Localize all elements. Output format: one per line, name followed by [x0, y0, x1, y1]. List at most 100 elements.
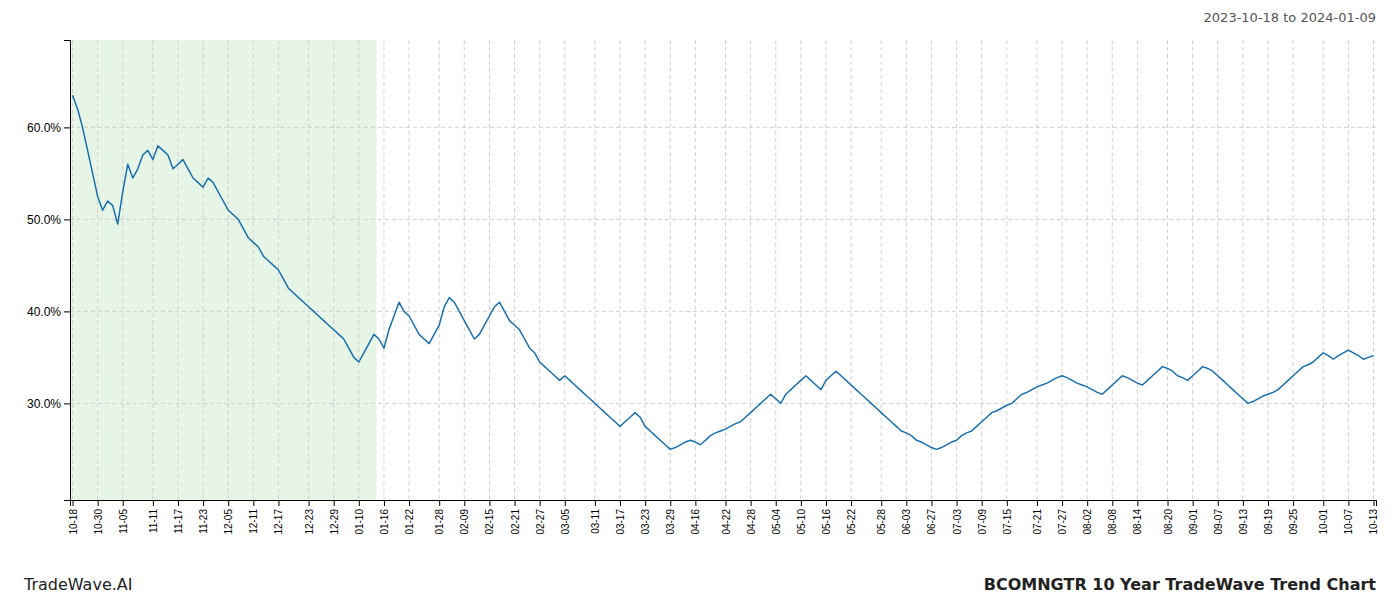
grid-line-x: [695, 40, 696, 500]
x-tick-mark: [645, 500, 646, 506]
grid-line-x: [750, 40, 751, 500]
x-tick-mark: [881, 500, 882, 506]
grid-line-y: [70, 403, 1376, 404]
x-tick-label: 05-16: [821, 509, 832, 535]
x-tick: 03-23: [640, 500, 651, 535]
x-tick: 05-16: [821, 500, 832, 535]
x-tick: 09-19: [1263, 500, 1274, 535]
x-tick: 11-11: [148, 500, 159, 533]
grid-line-x: [1062, 40, 1063, 500]
x-tick: 10-07: [1343, 500, 1354, 535]
x-tick-label: 01-16: [379, 509, 390, 535]
x-tick: 07-27: [1057, 500, 1068, 535]
grid-line-x: [177, 40, 178, 500]
grid-line-x: [1137, 40, 1138, 500]
grid-line-x: [775, 40, 776, 500]
grid-line-x: [253, 40, 254, 500]
x-tick-mark: [359, 500, 360, 506]
x-tick-mark: [98, 500, 99, 506]
x-tick-mark: [1293, 500, 1294, 506]
grid-line-x: [1348, 40, 1349, 500]
x-tick: 10-13: [1368, 500, 1379, 535]
x-tick-mark: [123, 500, 124, 506]
x-tick-label: 10-07: [1343, 509, 1354, 535]
x-tick-mark: [1243, 500, 1244, 506]
grid-line-x: [1167, 40, 1168, 500]
x-tick-mark: [540, 500, 541, 506]
grid-line-x: [539, 40, 540, 500]
grid-line-x: [981, 40, 982, 500]
grid-line-x: [1217, 40, 1218, 500]
grid-line-x: [439, 40, 440, 500]
x-tick-mark: [595, 500, 596, 506]
x-tick-mark: [1007, 500, 1008, 506]
grid-line-x: [956, 40, 957, 500]
x-tick: 04-16: [690, 500, 701, 535]
x-axis-line: [71, 501, 1377, 507]
x-tick-label: 06-27: [926, 509, 937, 535]
x-tick-label: 08-14: [1132, 509, 1143, 535]
x-tick-label: 12-05: [223, 509, 234, 535]
grid-line-x: [1323, 40, 1324, 500]
grid-line-x: [800, 40, 801, 500]
x-tick-label: 07-27: [1057, 509, 1068, 535]
x-tick-mark: [489, 500, 490, 506]
x-tick-mark: [1373, 500, 1374, 506]
x-tick: 03-17: [615, 500, 626, 535]
x-tick-label: 12-29: [329, 509, 340, 535]
x-tick: 08-14: [1132, 500, 1143, 535]
y-tick-mark: [64, 219, 70, 220]
x-tick-mark: [1062, 500, 1063, 506]
grid-line-x: [464, 40, 465, 500]
grid-line-x: [308, 40, 309, 500]
x-tick: 03-11: [590, 500, 601, 534]
x-tick-label: 03-29: [665, 509, 676, 535]
x-tick: 02-21: [510, 500, 521, 535]
grid-line-x: [931, 40, 932, 500]
x-tick-label: 04-16: [690, 509, 701, 535]
x-tick-mark: [931, 500, 932, 506]
x-tick-mark: [178, 500, 179, 506]
grid-line-x: [1087, 40, 1088, 500]
grid-line-x: [203, 40, 204, 500]
x-tick-label: 02-21: [510, 509, 521, 535]
grid-line-y: [70, 127, 1376, 128]
x-tick: 05-04: [771, 500, 782, 535]
x-tick-label: 02-09: [459, 509, 470, 535]
grid-line-x: [514, 40, 515, 500]
x-tick: 01-22: [404, 500, 415, 535]
subtitle: 2023-10-18 to 2024-01-09: [1204, 10, 1376, 25]
x-tick: 10-30: [93, 500, 104, 535]
grid-line-y: [70, 219, 1376, 220]
x-tick: 12-23: [304, 500, 315, 535]
x-tick-label: 03-05: [560, 509, 571, 535]
line: [73, 95, 1374, 449]
grid-line-x: [594, 40, 595, 500]
x-tick-mark: [1037, 500, 1038, 506]
y-tick-label: 40.0%: [27, 305, 61, 319]
x-tick-label: 08-20: [1163, 509, 1174, 535]
x-tick-label: 12-17: [273, 509, 284, 535]
x-tick: 11-05: [118, 500, 129, 534]
x-tick-label: 01-22: [404, 509, 415, 535]
x-tick-label: 08-02: [1082, 509, 1093, 535]
x-tick-label: 10-01: [1318, 509, 1329, 535]
x-tick-mark: [957, 500, 958, 506]
grid-line-x: [564, 40, 565, 500]
y-tick-mark: [64, 403, 70, 404]
x-tick: 09-01: [1188, 500, 1199, 535]
grid-line-x: [1036, 40, 1037, 500]
x-tick-label: 10-13: [1368, 509, 1379, 535]
x-tick-mark: [203, 500, 204, 506]
chart: 10-1810-3011-0511-1111-1711-2312-0512-11…: [0, 0, 1400, 600]
x-tick-label: 11-23: [198, 509, 209, 534]
title: BCOMNGTR 10 Year TradeWave Trend Chart: [984, 575, 1377, 594]
y-tick-label: 30.0%: [27, 397, 61, 411]
x-tick-label: 01-28: [434, 509, 445, 535]
y-tick: 60.0%: [27, 121, 70, 135]
x-tick-label: 03-23: [640, 509, 651, 535]
x-tick: 01-16: [379, 500, 390, 535]
x-tick-label: 10-30: [93, 509, 104, 535]
grid-line-x: [228, 40, 229, 500]
x-tick: 11-17: [173, 500, 184, 534]
